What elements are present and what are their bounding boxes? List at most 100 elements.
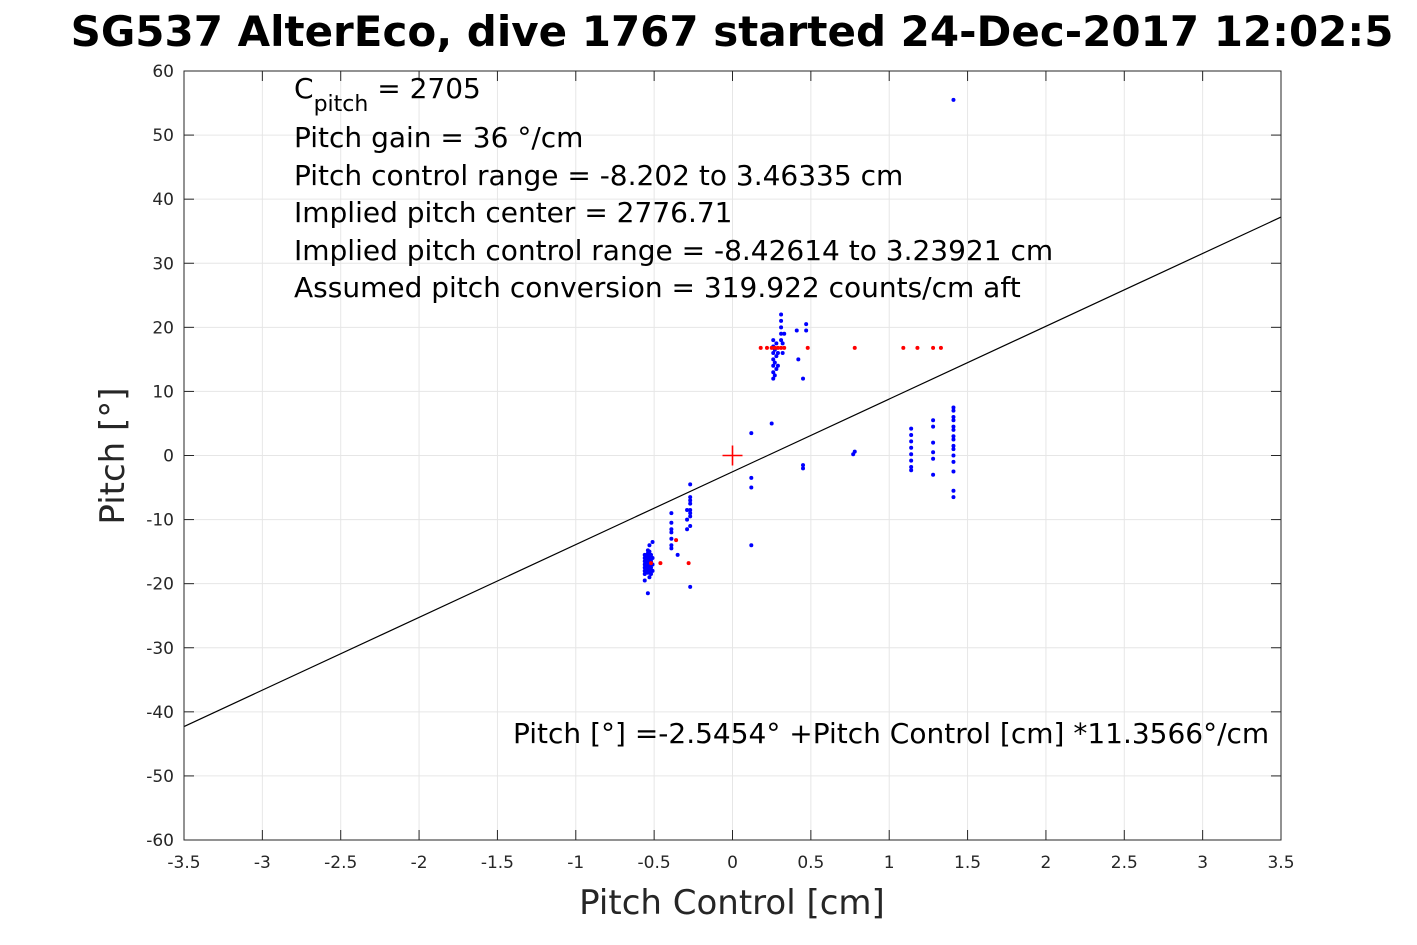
data-point-series-0 bbox=[909, 439, 914, 444]
implied-pitch-center-annotation: Implied pitch center = 2776.71 bbox=[294, 196, 732, 229]
data-point-series-0 bbox=[649, 572, 654, 577]
data-point-series-0 bbox=[782, 331, 787, 336]
y-tick-label: 20 bbox=[152, 318, 174, 338]
data-point-series-0 bbox=[771, 350, 776, 355]
x-tick-label: 0 bbox=[727, 853, 738, 873]
data-point-series-0 bbox=[642, 568, 647, 573]
data-point-series-1 bbox=[805, 345, 810, 350]
data-point-series-0 bbox=[647, 575, 652, 580]
data-point-series-0 bbox=[951, 418, 956, 423]
data-point-series-0 bbox=[931, 418, 936, 423]
x-tick-label: -3 bbox=[254, 853, 271, 873]
x-tick-label: 0.5 bbox=[797, 853, 824, 873]
cpitch-annotation: Cpitch = 2705 bbox=[294, 72, 481, 117]
data-point-series-0 bbox=[642, 562, 647, 567]
data-point-series-0 bbox=[749, 431, 754, 436]
x-tick-label: -2 bbox=[411, 853, 428, 873]
data-point-series-0 bbox=[796, 357, 801, 362]
data-point-series-0 bbox=[688, 511, 693, 516]
cpitch-subscript: pitch bbox=[314, 92, 369, 117]
data-point-series-1 bbox=[772, 345, 777, 350]
data-point-series-0 bbox=[688, 584, 693, 589]
data-point-series-0 bbox=[771, 370, 776, 375]
x-tick-label: -3.5 bbox=[167, 853, 200, 873]
data-point-series-0 bbox=[669, 520, 674, 525]
y-axis-label: Pitch [°] bbox=[93, 387, 133, 524]
data-point-series-0 bbox=[779, 318, 784, 323]
data-point-series-1 bbox=[852, 345, 857, 350]
data-point-series-0 bbox=[771, 376, 776, 381]
data-point-series-0 bbox=[771, 338, 776, 343]
data-point-series-0 bbox=[780, 350, 785, 355]
data-point-series-0 bbox=[749, 543, 754, 548]
data-point-series-0 bbox=[779, 325, 784, 330]
cpitch-base: C bbox=[294, 72, 314, 105]
data-point-series-0 bbox=[774, 366, 779, 371]
data-point-series-0 bbox=[909, 432, 914, 437]
data-point-series-0 bbox=[645, 591, 650, 596]
data-point-series-0 bbox=[780, 341, 785, 346]
data-point-series-0 bbox=[642, 556, 647, 561]
data-point-series-1 bbox=[764, 345, 769, 350]
data-point-series-1 bbox=[674, 538, 679, 543]
y-tick-label: 60 bbox=[152, 62, 174, 82]
x-axis-label: Pitch Control [cm] bbox=[579, 883, 885, 923]
data-point-series-0 bbox=[774, 354, 779, 359]
y-tick-label: -50 bbox=[146, 767, 174, 787]
data-point-series-0 bbox=[688, 498, 693, 503]
data-point-series-0 bbox=[769, 421, 774, 426]
cpitch-value: = 2705 bbox=[368, 72, 481, 105]
data-point-series-0 bbox=[675, 552, 680, 557]
data-point-series-0 bbox=[642, 552, 647, 557]
data-point-series-0 bbox=[909, 452, 914, 457]
data-point-series-0 bbox=[749, 475, 754, 480]
x-tick-label: -0.5 bbox=[638, 853, 671, 873]
data-point-series-0 bbox=[775, 350, 780, 355]
x-tick-label: 1 bbox=[884, 853, 895, 873]
data-point-series-0 bbox=[951, 488, 956, 493]
data-point-series-0 bbox=[772, 360, 777, 365]
data-point-series-0 bbox=[688, 482, 693, 487]
data-point-series-0 bbox=[951, 495, 956, 500]
data-point-series-0 bbox=[771, 357, 776, 362]
data-point-series-0 bbox=[650, 556, 655, 561]
data-point-series-1 bbox=[769, 345, 774, 350]
x-tick-label: 2.5 bbox=[1111, 853, 1138, 873]
data-point-series-1 bbox=[649, 561, 654, 566]
fit-equation-annotation: Pitch [°] =-2.5454° +Pitch Control [cm] … bbox=[513, 717, 1269, 750]
data-point-series-0 bbox=[688, 501, 693, 506]
data-point-series-1 bbox=[938, 345, 943, 350]
y-tick-label: -20 bbox=[146, 575, 174, 595]
x-tick-label: 3.5 bbox=[1267, 853, 1294, 873]
data-point-series-0 bbox=[642, 559, 647, 564]
data-point-series-0 bbox=[951, 459, 956, 464]
data-point-series-0 bbox=[647, 543, 652, 548]
data-points bbox=[642, 97, 956, 596]
data-point-series-0 bbox=[669, 546, 674, 551]
data-point-series-0 bbox=[688, 514, 693, 519]
data-point-series-0 bbox=[951, 424, 956, 429]
data-point-series-0 bbox=[771, 363, 776, 368]
data-point-series-1 bbox=[779, 345, 784, 350]
data-point-series-0 bbox=[649, 552, 654, 557]
data-point-series-0 bbox=[931, 424, 936, 429]
data-point-series-1 bbox=[915, 345, 920, 350]
data-point-series-0 bbox=[772, 373, 777, 378]
implied-pitch-control-range-annotation: Implied pitch control range = -8.42614 t… bbox=[294, 234, 1053, 267]
chart-title: SG537 AlterEco, dive 1767 started 24-Dec… bbox=[71, 7, 1394, 56]
data-point-series-0 bbox=[642, 565, 647, 570]
y-tick-label: 50 bbox=[152, 126, 174, 146]
data-point-series-0 bbox=[642, 572, 647, 577]
data-point-series-0 bbox=[801, 466, 806, 471]
y-tick-label: 10 bbox=[152, 382, 174, 402]
data-point-series-0 bbox=[669, 530, 674, 535]
data-point-series-0 bbox=[688, 507, 693, 512]
x-tick-label: 2 bbox=[1041, 853, 1052, 873]
x-tick-label: 3 bbox=[1197, 853, 1208, 873]
data-point-series-0 bbox=[931, 472, 936, 477]
data-point-series-0 bbox=[951, 427, 956, 432]
y-tick-label: -60 bbox=[146, 831, 174, 851]
y-tick-label: -30 bbox=[146, 639, 174, 659]
data-point-series-0 bbox=[909, 458, 914, 463]
